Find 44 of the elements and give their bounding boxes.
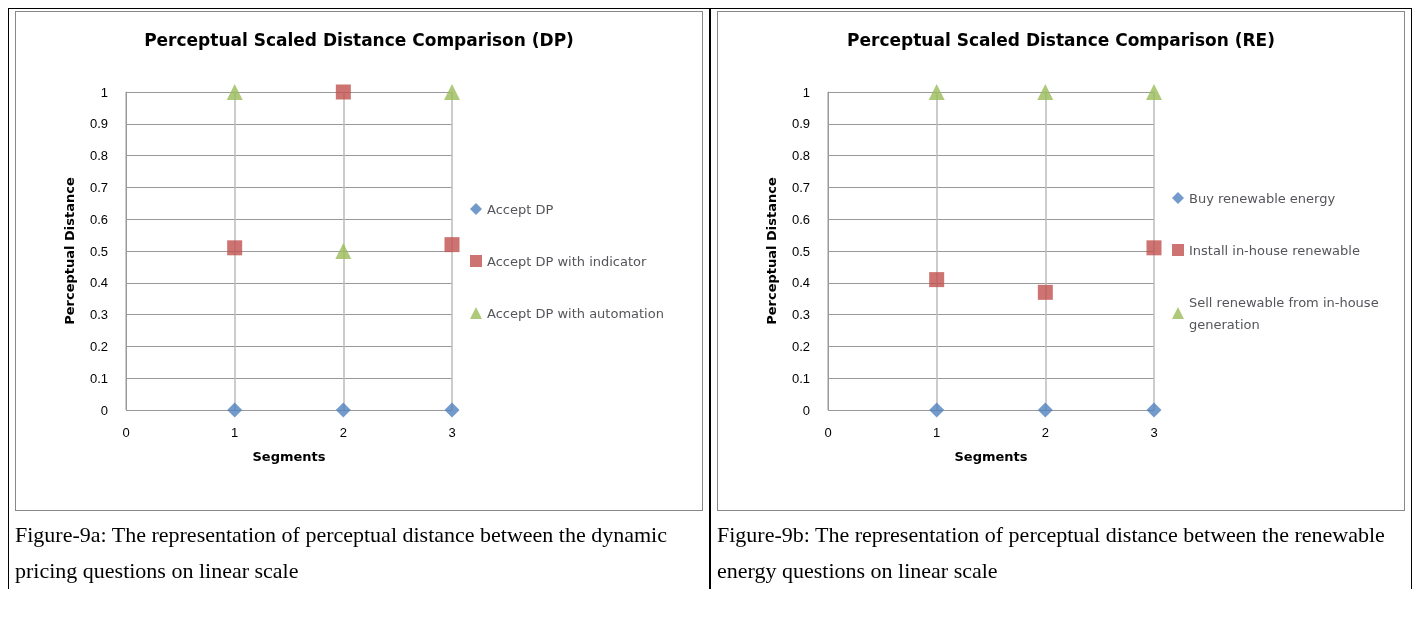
x-tick-label: 3 <box>448 425 456 440</box>
y-axis-title: Perceptual Distance <box>764 177 779 325</box>
y-tick-label: 1 <box>802 84 810 100</box>
y-tick-label: 0.9 <box>89 116 108 132</box>
y-tick-label: 0.4 <box>89 275 108 291</box>
x-tick-label: 3 <box>1150 425 1158 440</box>
y-tick-label: 0.7 <box>89 179 108 195</box>
y-tick-label: 0.2 <box>89 338 108 354</box>
legend-label: Accept DP with indicator <box>487 253 648 269</box>
y-tick-label: 0.9 <box>791 116 810 132</box>
y-axis-title: Perceptual Distance <box>62 177 77 325</box>
legend-label: Buy renewable energy <box>1189 190 1336 206</box>
text: Figure-9a: The representation of perceptual distance between the dynamic pricing questions on linear scale <box>15 521 668 585</box>
x-tick-label: 1 <box>933 425 941 440</box>
x-tick-label: 2 <box>1041 425 1049 440</box>
text: Figure-9b: The representation of perceptual distance between the renewable energy questions on linear scale <box>717 521 1386 585</box>
y-tick-label: 0.5 <box>791 243 810 259</box>
y-tick-label: 0.3 <box>89 307 108 323</box>
y-tick-label: 0.4 <box>791 275 810 291</box>
chart-title: Perceptual Scaled Distance Comparison (DP) <box>144 29 574 50</box>
legend-label: Sell renewable from in-house generation <box>1189 294 1383 332</box>
y-tick-label: 1 <box>100 84 108 100</box>
y-tick-label: 0.8 <box>89 148 108 164</box>
x-tick-label: 0 <box>824 425 832 440</box>
y-tick-label: 0.8 <box>791 148 810 164</box>
y-tick-label: 0.6 <box>89 211 108 227</box>
legend-label: Install in-house renewable <box>1189 242 1360 258</box>
x-tick-label: 2 <box>339 425 347 440</box>
y-tick-label: 0.1 <box>791 370 810 386</box>
x-axis-title: Segments <box>954 449 1028 464</box>
y-tick-label: 0.1 <box>89 370 108 386</box>
chart-title: Perceptual Scaled Distance Comparison (RE) <box>847 29 1275 50</box>
y-tick-label: 0.5 <box>89 243 108 259</box>
x-tick-label: 1 <box>231 425 239 440</box>
y-tick-label: 0 <box>802 402 810 418</box>
x-tick-label: 0 <box>122 425 130 440</box>
legend-label: Accept DP with automation <box>487 305 664 321</box>
y-tick-label: 0.2 <box>791 338 810 354</box>
y-tick-label: 0 <box>100 402 108 418</box>
x-axis-title: Segments <box>252 449 326 464</box>
legend-label: Accept DP <box>487 201 554 217</box>
y-tick-label: 0.7 <box>791 179 810 195</box>
y-tick-label: 0.3 <box>791 307 810 323</box>
y-tick-label: 0.6 <box>791 211 810 227</box>
